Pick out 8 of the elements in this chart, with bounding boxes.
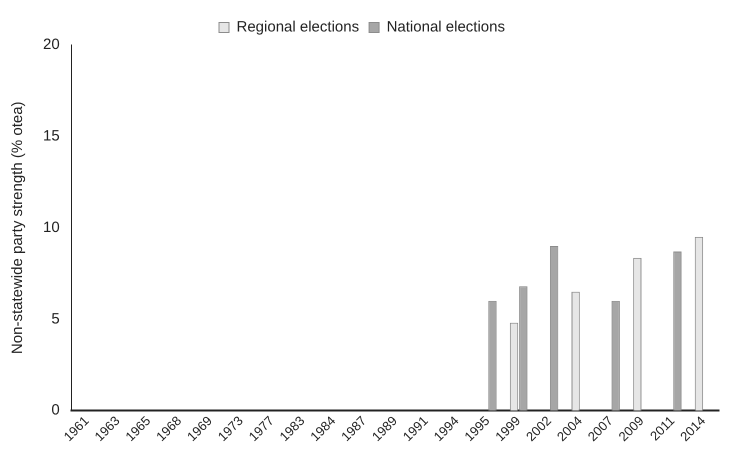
y-tick-label: 20 bbox=[42, 36, 60, 54]
y-axis-title: Non-statewide party strength (% otea) bbox=[9, 101, 26, 354]
y-tick-label: 5 bbox=[51, 310, 60, 328]
legend-label: Regional elections bbox=[236, 18, 360, 36]
legend-label: National elections bbox=[386, 18, 505, 36]
y-tick-label: 10 bbox=[42, 218, 60, 236]
y-tick-label: 15 bbox=[42, 128, 60, 145]
y-tick-label: 0 bbox=[51, 402, 60, 419]
